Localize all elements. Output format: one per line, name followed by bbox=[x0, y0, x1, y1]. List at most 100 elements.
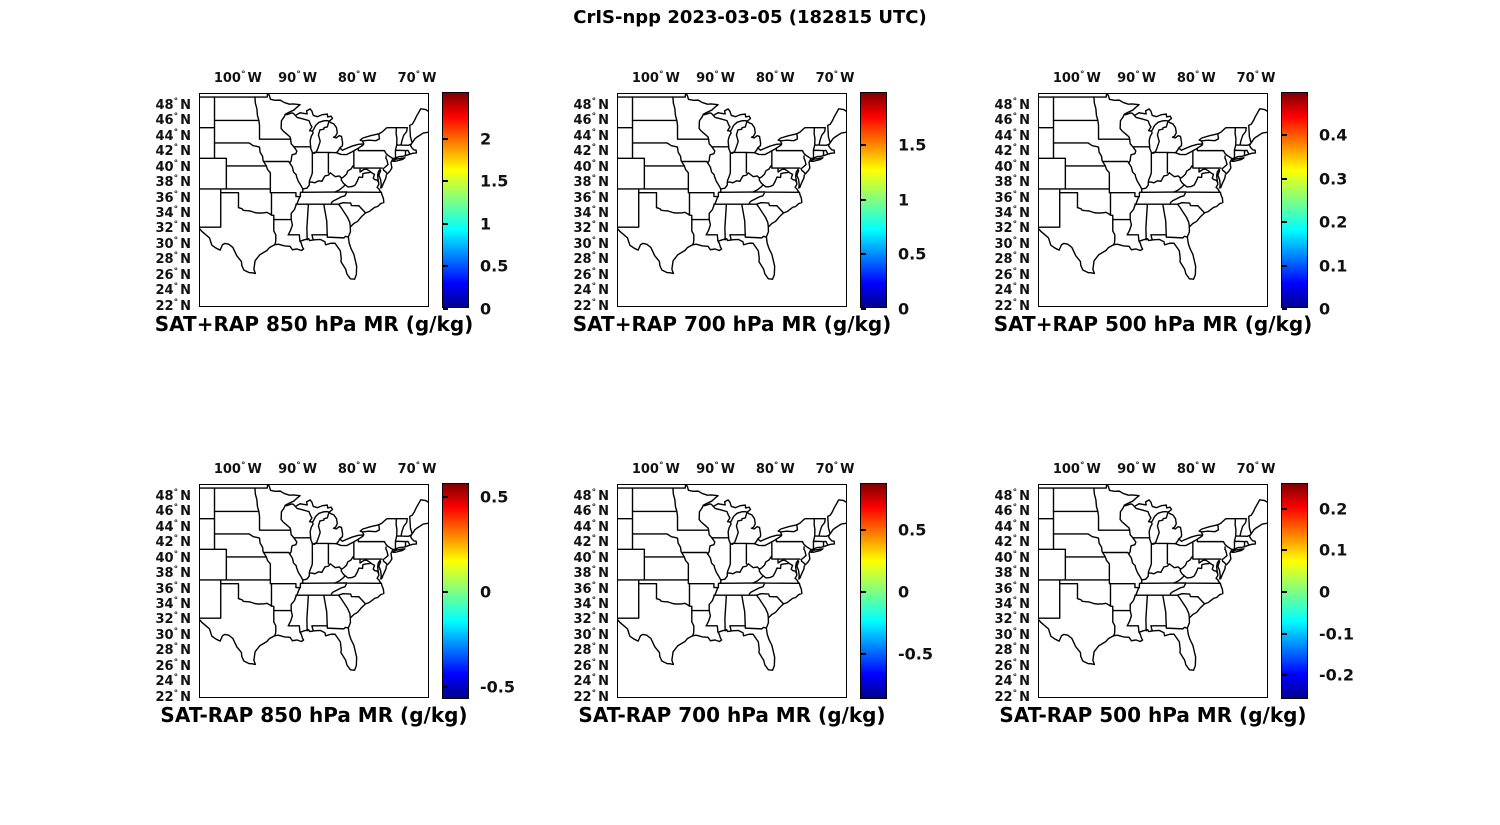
panel-title: SAT-RAP 700 hPa MR (g/kg) bbox=[578, 703, 886, 727]
lat-tick-label: 22° N bbox=[155, 297, 191, 314]
lat-tick-label: 30° N bbox=[155, 626, 191, 643]
lat-tick-label: 42° N bbox=[994, 534, 1030, 551]
lon-tick-label: 90° W bbox=[278, 461, 318, 477]
colorbar-tick-label: 0.1 bbox=[1319, 256, 1348, 276]
lat-tick-label: 46° N bbox=[994, 112, 1030, 129]
map-frame bbox=[617, 93, 847, 307]
lon-tick-label: 80° W bbox=[337, 70, 377, 86]
lon-tick-label: 90° W bbox=[1117, 70, 1157, 86]
lat-tick-label: 26° N bbox=[573, 266, 609, 283]
lat-tick-label: 30° N bbox=[994, 626, 1030, 643]
colorbar-tick-mark bbox=[861, 198, 866, 201]
colorbar: 0 0.1 0.2 0.3 0.4 bbox=[1281, 92, 1347, 319]
lat-tick-label: 24° N bbox=[994, 673, 1030, 690]
lat-tick-label: 32° N bbox=[155, 611, 191, 628]
colorbar-tick-mark bbox=[1282, 507, 1287, 510]
lat-tick-label: 38° N bbox=[994, 174, 1030, 191]
panel-title: SAT-RAP 850 hPa MR (g/kg) bbox=[160, 703, 468, 727]
lat-tick-label: 22° N bbox=[573, 297, 609, 314]
colorbar-tick-mark bbox=[443, 265, 448, 268]
colorbar-tick-mark bbox=[443, 591, 448, 593]
colorbar-tick-label: 2 bbox=[480, 129, 492, 149]
map-panel: 100° W 90° W 80° W 70° W 48° N 46° N 44° N 42° N 40° N 38… bbox=[994, 70, 1348, 336]
lat-tick-label: 48° N bbox=[573, 96, 609, 113]
lat-tick-label: 26° N bbox=[155, 657, 191, 674]
lat-tick-label: 46° N bbox=[994, 503, 1030, 520]
colorbar-tick-mark bbox=[1282, 134, 1287, 137]
lat-tick-label: 46° N bbox=[573, 503, 609, 520]
lat-tick-label: 40° N bbox=[573, 549, 609, 566]
map-frame bbox=[1038, 93, 1268, 307]
lat-tick-label: 34° N bbox=[155, 595, 191, 612]
lat-tick-label: 40° N bbox=[155, 158, 191, 175]
colorbar-tick-label: 0.2 bbox=[1319, 212, 1348, 232]
lon-tick-label: 90° W bbox=[696, 461, 736, 477]
colorbar-tick-label: 0 bbox=[480, 582, 492, 602]
lon-tick-label: 90° W bbox=[278, 70, 318, 86]
lat-tick-label: 28° N bbox=[155, 642, 191, 659]
lat-tick-label: 24° N bbox=[155, 673, 191, 690]
lat-tick-label: 32° N bbox=[994, 611, 1030, 628]
map-panel: 100° W 90° W 80° W 70° W 48° N 46° N 44° N 42° N 40° N 38… bbox=[995, 461, 1354, 727]
colorbar: -0.5 0 0.5 bbox=[860, 483, 933, 699]
lon-tick-label: 80° W bbox=[1176, 70, 1216, 86]
colorbar-tick-mark bbox=[861, 253, 866, 256]
lat-tick-label: 28° N bbox=[994, 642, 1030, 659]
lon-tick-label: 70° W bbox=[397, 70, 437, 86]
lat-tick-label: 38° N bbox=[155, 174, 191, 191]
lon-tick-label: 100° W bbox=[631, 70, 680, 86]
colorbar-tick-mark bbox=[861, 528, 866, 531]
lon-tick-label: 70° W bbox=[815, 461, 855, 477]
lat-tick-label: 26° N bbox=[994, 266, 1030, 283]
us-state-outline-map bbox=[618, 485, 846, 697]
us-state-outline-map bbox=[200, 94, 428, 306]
lat-tick-label: 30° N bbox=[573, 626, 609, 643]
lat-tick-label: 28° N bbox=[573, 642, 609, 659]
lat-tick-label: 44° N bbox=[994, 127, 1030, 144]
lat-tick-label: 40° N bbox=[155, 549, 191, 566]
lat-tick-label: 46° N bbox=[155, 112, 191, 129]
lat-tick-label: 36° N bbox=[155, 189, 191, 206]
lat-tick-label: 38° N bbox=[994, 565, 1030, 582]
lon-tick-label: 100° W bbox=[213, 70, 262, 86]
colorbar-tick-mark bbox=[443, 308, 448, 310]
colorbar-tick-mark bbox=[1282, 221, 1287, 224]
lat-tick-label: 32° N bbox=[155, 220, 191, 237]
lon-tick-label: 80° W bbox=[1176, 461, 1216, 477]
lat-tick-label: 30° N bbox=[155, 235, 191, 252]
panel-title: SAT+RAP 500 hPa MR (g/kg) bbox=[993, 312, 1313, 336]
map-frame bbox=[199, 93, 429, 307]
lon-tick-label: 90° W bbox=[696, 70, 736, 86]
figure-title: CrIS-npp 2023-03-05 (182815 UTC) bbox=[573, 7, 927, 28]
lat-tick-label: 32° N bbox=[573, 220, 609, 237]
lat-tick-label: 40° N bbox=[994, 158, 1030, 175]
colorbar-tick-mark bbox=[1282, 591, 1287, 593]
colorbar-tick-label: 0.5 bbox=[480, 256, 509, 276]
colorbar-tick-mark bbox=[1282, 177, 1287, 180]
colorbar-tick-mark bbox=[861, 144, 866, 147]
colorbar-tick-mark bbox=[1282, 632, 1287, 635]
lon-tick-label: 90° W bbox=[1117, 461, 1157, 477]
map-panel: 100° W 90° W 80° W 70° W 48° N 46° N 44° N 42° N 40° N 38… bbox=[156, 461, 515, 727]
us-state-outline-map bbox=[1039, 94, 1267, 306]
panel-title: SAT-RAP 500 hPa MR (g/kg) bbox=[999, 703, 1307, 727]
lat-tick-label: 38° N bbox=[155, 565, 191, 582]
lat-tick-label: 44° N bbox=[994, 518, 1030, 535]
lon-tick-label: 80° W bbox=[755, 461, 795, 477]
lat-tick-label: 48° N bbox=[994, 487, 1030, 504]
lat-tick-label: 36° N bbox=[155, 580, 191, 597]
lat-tick-label: 48° N bbox=[155, 96, 191, 113]
colorbar: -0.5 0 0.5 bbox=[442, 483, 515, 699]
colorbar-tick-mark bbox=[861, 653, 866, 656]
lat-tick-label: 26° N bbox=[573, 657, 609, 674]
us-state-outline-map bbox=[1039, 485, 1267, 697]
colorbar-tick-label: 0 bbox=[1319, 582, 1331, 602]
colorbar-tick-mark bbox=[861, 308, 866, 310]
panel-title: SAT+RAP 700 hPa MR (g/kg) bbox=[572, 312, 892, 336]
colorbar-tick-mark bbox=[1282, 674, 1287, 677]
lat-tick-label: 36° N bbox=[994, 189, 1030, 206]
lat-tick-label: 32° N bbox=[573, 611, 609, 628]
map-panel: 100° W 90° W 80° W 70° W 48° N 46° N 44° N 42° N 40° N 38… bbox=[574, 461, 933, 727]
us-state-outline-map bbox=[200, 485, 428, 697]
lat-tick-label: 40° N bbox=[994, 549, 1030, 566]
